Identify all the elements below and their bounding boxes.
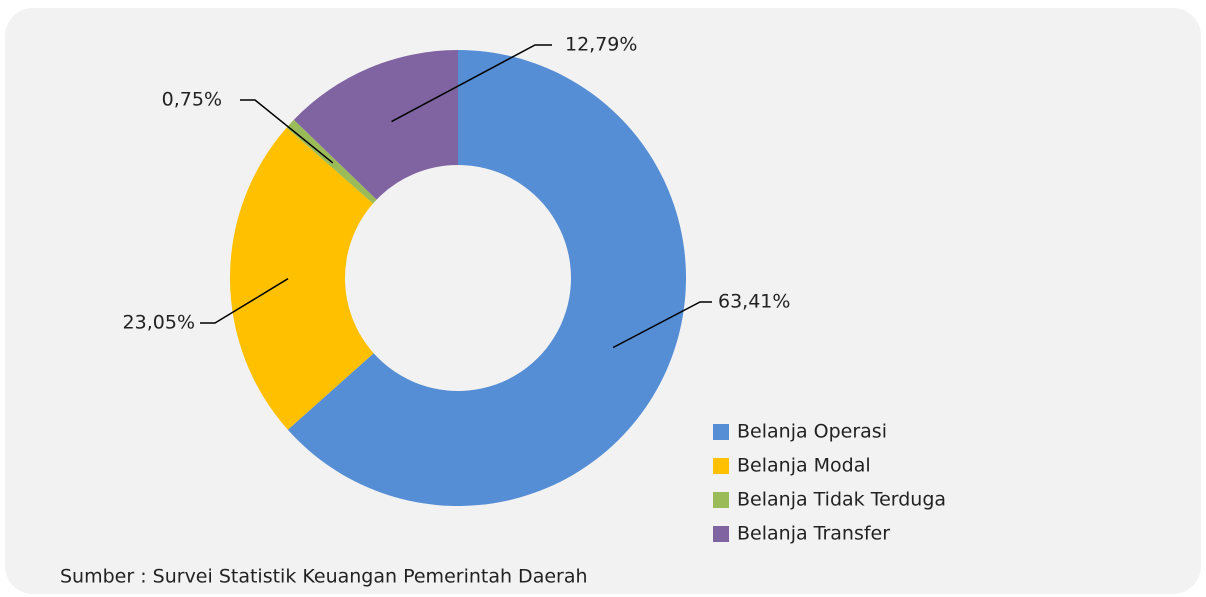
- donut-slice: [293, 50, 458, 200]
- leader-line: [612, 301, 712, 349]
- leader-line: [200, 278, 289, 324]
- legend-swatch: [713, 492, 729, 508]
- legend-label: Belanja Operasi: [737, 421, 887, 443]
- data-label: 0,75%: [162, 89, 222, 111]
- donut-slice: [287, 50, 687, 506]
- legend-swatch: [713, 526, 729, 542]
- legend-swatch: [713, 458, 729, 474]
- leader-line: [240, 99, 334, 164]
- leader-line: [391, 44, 552, 123]
- data-label: 12,79%: [565, 34, 637, 56]
- legend-swatch: [713, 424, 729, 440]
- data-label: 23,05%: [123, 312, 195, 334]
- donut-slice: [229, 127, 374, 430]
- legend-label: Belanja Transfer: [737, 523, 890, 545]
- legend-label: Belanja Tidak Terduga: [737, 489, 946, 511]
- source: Sumber : Survei Statistik Keuangan Pemer…: [60, 566, 588, 588]
- legend-label: Belanja Modal: [737, 455, 871, 477]
- data-label: 63,41%: [718, 291, 790, 313]
